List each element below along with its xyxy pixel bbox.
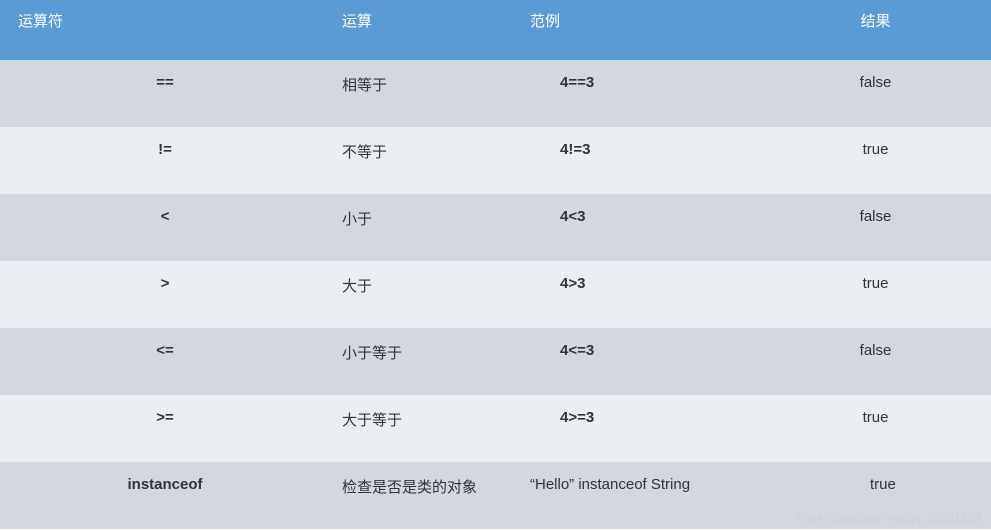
cell-example: 4==3 [530, 74, 760, 91]
table-row: >= 大于等于 4>=3 true [0, 395, 991, 462]
cell-operator: > [0, 275, 330, 292]
cell-result: true [760, 409, 991, 426]
header-operation: 运算 [330, 10, 530, 31]
table-header-row: 运算符 运算 范例 结果 [0, 0, 991, 60]
cell-result: false [760, 74, 991, 91]
cell-example: 4<=3 [530, 342, 760, 359]
cell-operator: == [0, 74, 330, 91]
cell-operator: <= [0, 342, 330, 359]
operators-table: 运算符 运算 范例 结果 == 相等于 4==3 false != 不等于 4!… [0, 0, 991, 529]
table-row: <= 小于等于 4<=3 false [0, 328, 991, 395]
cell-operator: < [0, 208, 330, 225]
cell-operator: != [0, 141, 330, 158]
cell-result: true [760, 275, 991, 292]
cell-result: true [870, 476, 991, 493]
header-result: 结果 [760, 10, 991, 31]
table-row: != 不等于 4!=3 true [0, 127, 991, 194]
cell-result: false [760, 208, 991, 225]
cell-operation: 大于等于 [330, 409, 530, 430]
table-row: == 相等于 4==3 false [0, 60, 991, 127]
cell-operation: 小于 [330, 208, 530, 229]
table-row: < 小于 4<3 false [0, 194, 991, 261]
cell-operator: instanceof [0, 476, 330, 493]
cell-result: false [760, 342, 991, 359]
cell-operation: 相等于 [330, 74, 530, 95]
watermark-text: https://blog.csdn.net/qq_56501283 [797, 511, 981, 525]
table-row: > 大于 4>3 true [0, 261, 991, 328]
cell-operation: 检查是否是类的对象 [330, 476, 530, 497]
cell-example: 4<3 [530, 208, 760, 225]
cell-operation: 小于等于 [330, 342, 530, 363]
cell-example: 4!=3 [530, 141, 760, 158]
cell-example: “Hello” instanceof String [530, 476, 870, 493]
cell-example: 4>3 [530, 275, 760, 292]
cell-operation: 不等于 [330, 141, 530, 162]
cell-operation: 大于 [330, 275, 530, 296]
header-operator: 运算符 [0, 10, 330, 31]
header-example: 范例 [530, 10, 760, 31]
cell-result: true [760, 141, 991, 158]
cell-example: 4>=3 [530, 409, 760, 426]
cell-operator: >= [0, 409, 330, 426]
